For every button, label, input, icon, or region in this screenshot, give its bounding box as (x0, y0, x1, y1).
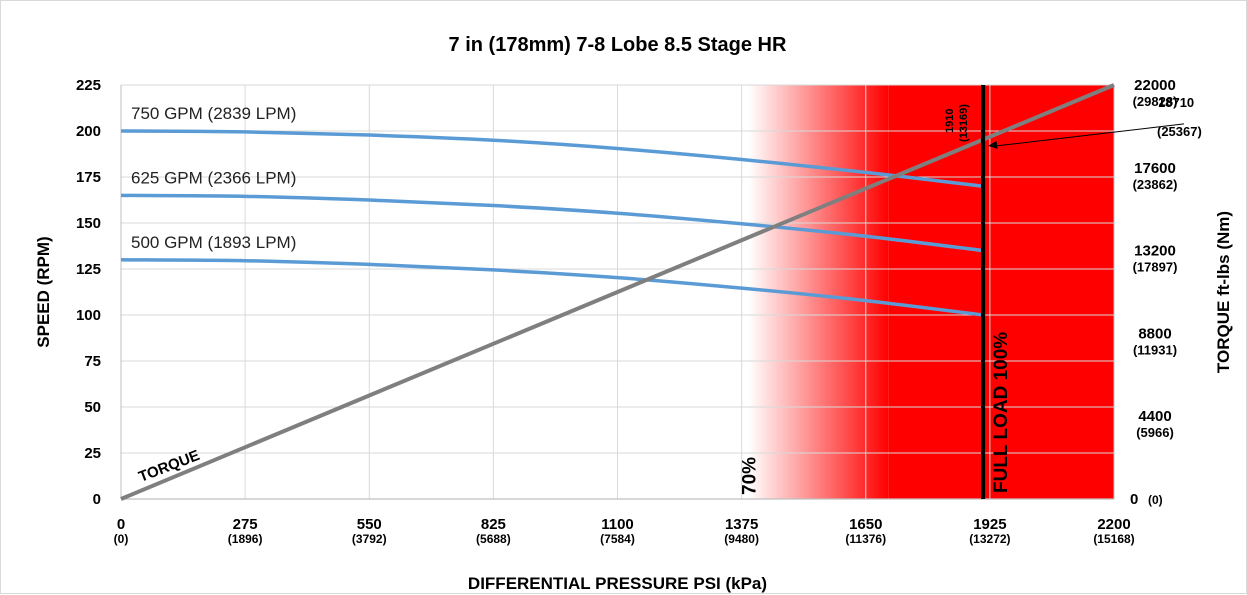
speed-curve-label: 625 GPM (2366 LPM) (131, 168, 296, 187)
series-layer (120, 83, 1115, 501)
x-tick-label: 1100 (601, 516, 634, 533)
full-load-label: FULL LOAD 100% (991, 332, 1012, 493)
y2-tick-sublabel: (11931) (1133, 342, 1177, 357)
y-tick-label: 25 (84, 445, 101, 462)
torque-annotation-sublabel: (25367) (1157, 124, 1202, 139)
x-tick-label: 0 (117, 516, 125, 533)
left-axis-ticks: 0 25 50 75 100 125 150 175 200 225 (76, 77, 101, 508)
right-axis-ticks: 0 (0) 4400(5966) 8800(11931) 13200(17897) 176… (1130, 77, 1177, 508)
y2-tick-sublabel: (5966) (1136, 425, 1174, 440)
x-tick-sublabel: (7584) (600, 532, 635, 546)
x-tick-sublabel: (0) (114, 532, 129, 546)
x-tick-sublabel: (1896) (228, 532, 263, 546)
left-axis-title: SPEED (RPM) (34, 236, 53, 347)
y-tick-label: 50 (84, 399, 101, 416)
torque-annotation-arrow (996, 123, 1185, 147)
x-tick-sublabel: (11376) (845, 532, 886, 546)
high-load-zone (888, 85, 1114, 499)
y2-tick-label: 13200 (1134, 243, 1176, 260)
y2-tick-sublabel: (17897) (1133, 260, 1178, 275)
y-tick-label: 0 (93, 491, 101, 508)
speed-curve-label: 500 GPM (1893 LPM) (131, 233, 296, 252)
y-tick-label: 150 (76, 215, 101, 232)
torque-annotation-label: 18710 (1158, 95, 1194, 110)
y2-tick-label: 17600 (1134, 160, 1176, 177)
y2-tick-label: 22000 (1134, 77, 1176, 94)
chart-title: 7 in (178mm) 7-8 Lobe 8.5 Stage HR (449, 34, 787, 56)
y-tick-label: 75 (84, 353, 101, 370)
x-tick-label: 1925 (973, 516, 1006, 533)
x-tick-sublabel: (3792) (352, 532, 387, 546)
x-tick-sublabel: (15168) (1093, 532, 1134, 546)
x-tick-label: 1375 (725, 516, 758, 533)
seventy-percent-label: 70% (739, 457, 760, 495)
series-labels: 750 GPM (2839 LPM) 625 GPM (2366 LPM) 500 … (131, 104, 296, 486)
y-tick-label: 100 (76, 307, 101, 324)
x-tick-sublabel: (9480) (724, 532, 759, 546)
right-axis-title: TORQUE ft-lbs (Nm) (1214, 211, 1233, 373)
x-tick-label: 550 (357, 516, 382, 533)
speed-curve (120, 129, 984, 188)
y-tick-label: 200 (76, 123, 101, 140)
y-tick-label: 175 (76, 169, 101, 186)
y2-tick-label: 4400 (1138, 408, 1171, 425)
torque-line (120, 83, 1115, 501)
x-tick-label: 825 (481, 516, 506, 533)
x-axis-ticks: 0(0) 275(1896) 550(3792) 825(5688) 1100(7584… (114, 516, 1135, 546)
torque-annotation-arrowhead (988, 140, 998, 149)
y2-tick-sublabel: (23862) (1133, 177, 1178, 192)
y-tick-label: 125 (76, 261, 101, 278)
speed-curve (120, 258, 984, 317)
x-tick-label: 1650 (849, 516, 882, 533)
y-tick-label: 225 (76, 77, 101, 94)
x-tick-sublabel: (13272) (969, 532, 1010, 546)
full-load-top-label: 1910 (944, 109, 956, 133)
x-tick-sublabel: (5688) (476, 532, 511, 546)
y2-tick-label: 0 (1130, 491, 1138, 508)
speed-curve-label: 750 GPM (2839 LPM) (131, 104, 296, 123)
full-load-top-sublabel: (13169) (958, 104, 970, 142)
x-tick-label: 2200 (1097, 516, 1130, 533)
y2-tick-sublabel: (29828) (1133, 94, 1178, 109)
x-axis-title: DIFFERENTIAL PRESSURE PSI (kPa) (468, 574, 767, 593)
x-tick-label: 275 (233, 516, 258, 533)
y2-tick-label: 8800 (1138, 325, 1171, 342)
speed-curve (120, 193, 984, 253)
y2-tick-sublabel: (0) (1148, 493, 1163, 507)
